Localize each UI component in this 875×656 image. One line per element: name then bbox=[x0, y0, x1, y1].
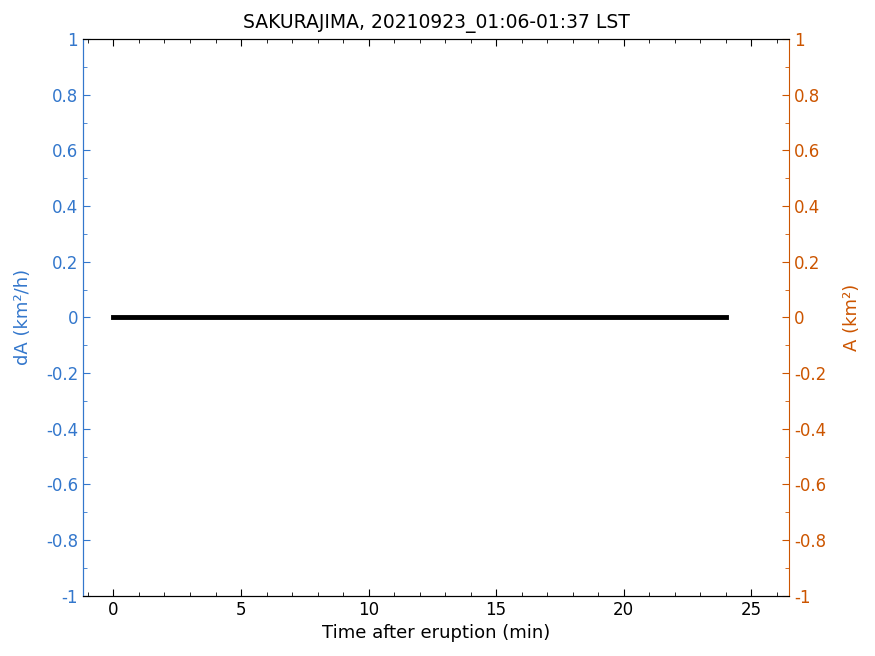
X-axis label: Time after eruption (min): Time after eruption (min) bbox=[322, 624, 550, 642]
Y-axis label: A (km²): A (km²) bbox=[844, 284, 861, 351]
Title: SAKURAJIMA, 20210923_01:06-01:37 LST: SAKURAJIMA, 20210923_01:06-01:37 LST bbox=[242, 14, 629, 33]
Y-axis label: dA (km²/h): dA (km²/h) bbox=[14, 269, 31, 365]
